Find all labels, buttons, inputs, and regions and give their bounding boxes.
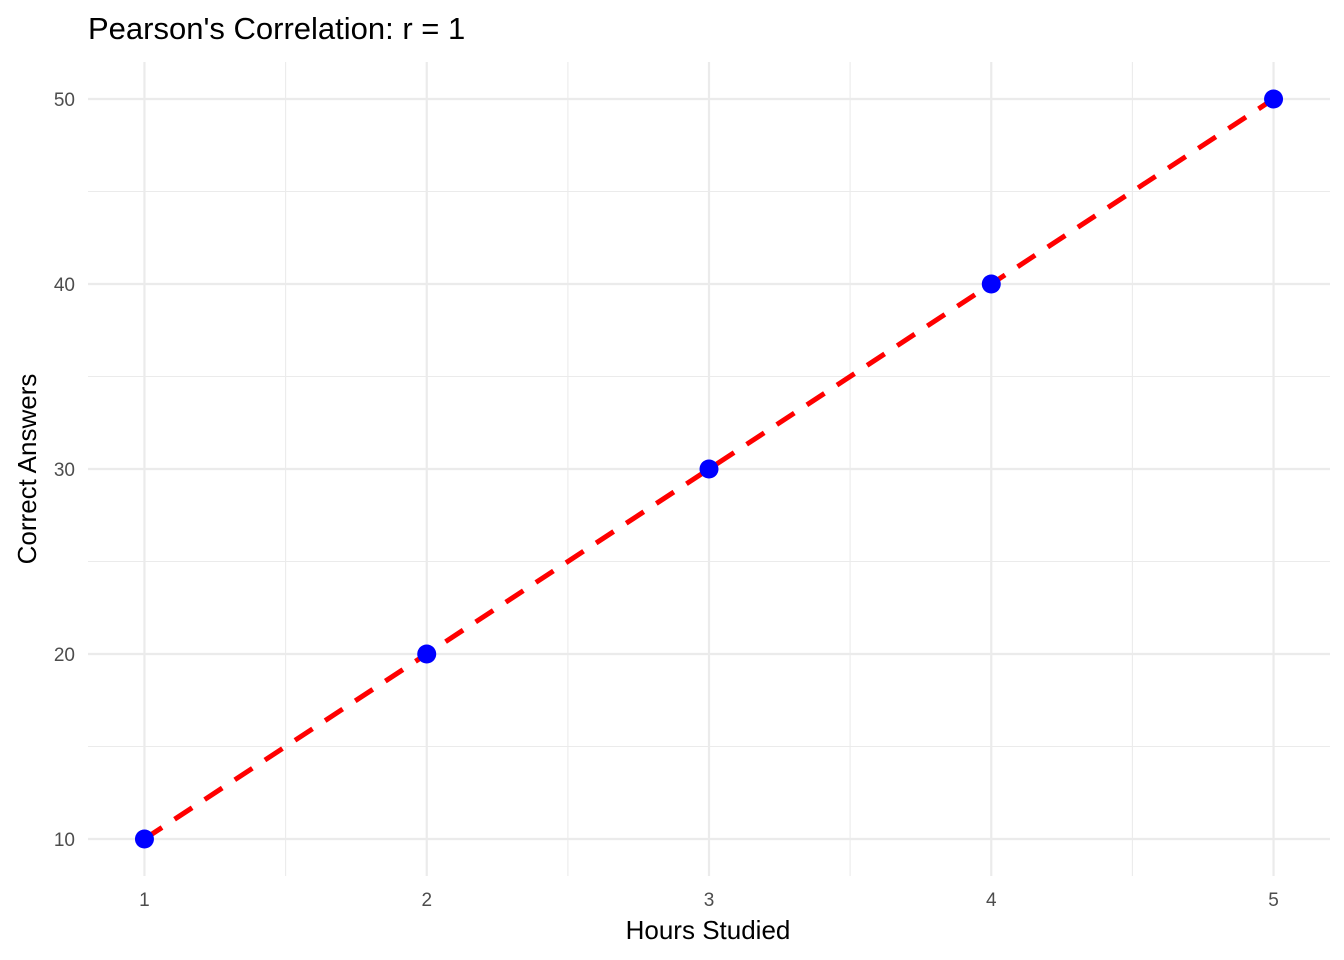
trend-line-group — [143, 96, 1275, 842]
y-axis-tick-labels: 10 20 30 40 50 — [54, 90, 75, 851]
x-tick-label-0: 1 — [139, 890, 150, 911]
y-axis-title: Correct Answers — [12, 374, 42, 565]
y-tick-label-4: 50 — [54, 90, 75, 111]
trend-line — [143, 96, 1275, 842]
major-gridlines — [88, 62, 1330, 876]
x-tick-label-2: 3 — [704, 890, 715, 911]
x-axis-title: Hours Studied — [626, 915, 791, 945]
data-point-4 — [1264, 89, 1284, 109]
data-point-1 — [417, 644, 437, 664]
data-point-3 — [981, 274, 1001, 294]
x-tick-label-3: 4 — [986, 890, 997, 911]
data-points — [134, 89, 1284, 849]
y-tick-label-2: 30 — [54, 460, 75, 481]
x-axis-tick-labels: 1 2 3 4 5 — [139, 890, 1279, 911]
y-tick-label-3: 40 — [54, 275, 75, 296]
chart-title: Pearson's Correlation: r = 1 — [88, 11, 465, 46]
x-tick-label-1: 2 — [421, 890, 432, 911]
data-point-2 — [699, 459, 719, 479]
x-tick-label-4: 5 — [1268, 890, 1279, 911]
data-point-0 — [134, 829, 154, 849]
y-tick-label-0: 10 — [54, 830, 75, 851]
y-tick-label-1: 20 — [54, 645, 75, 666]
